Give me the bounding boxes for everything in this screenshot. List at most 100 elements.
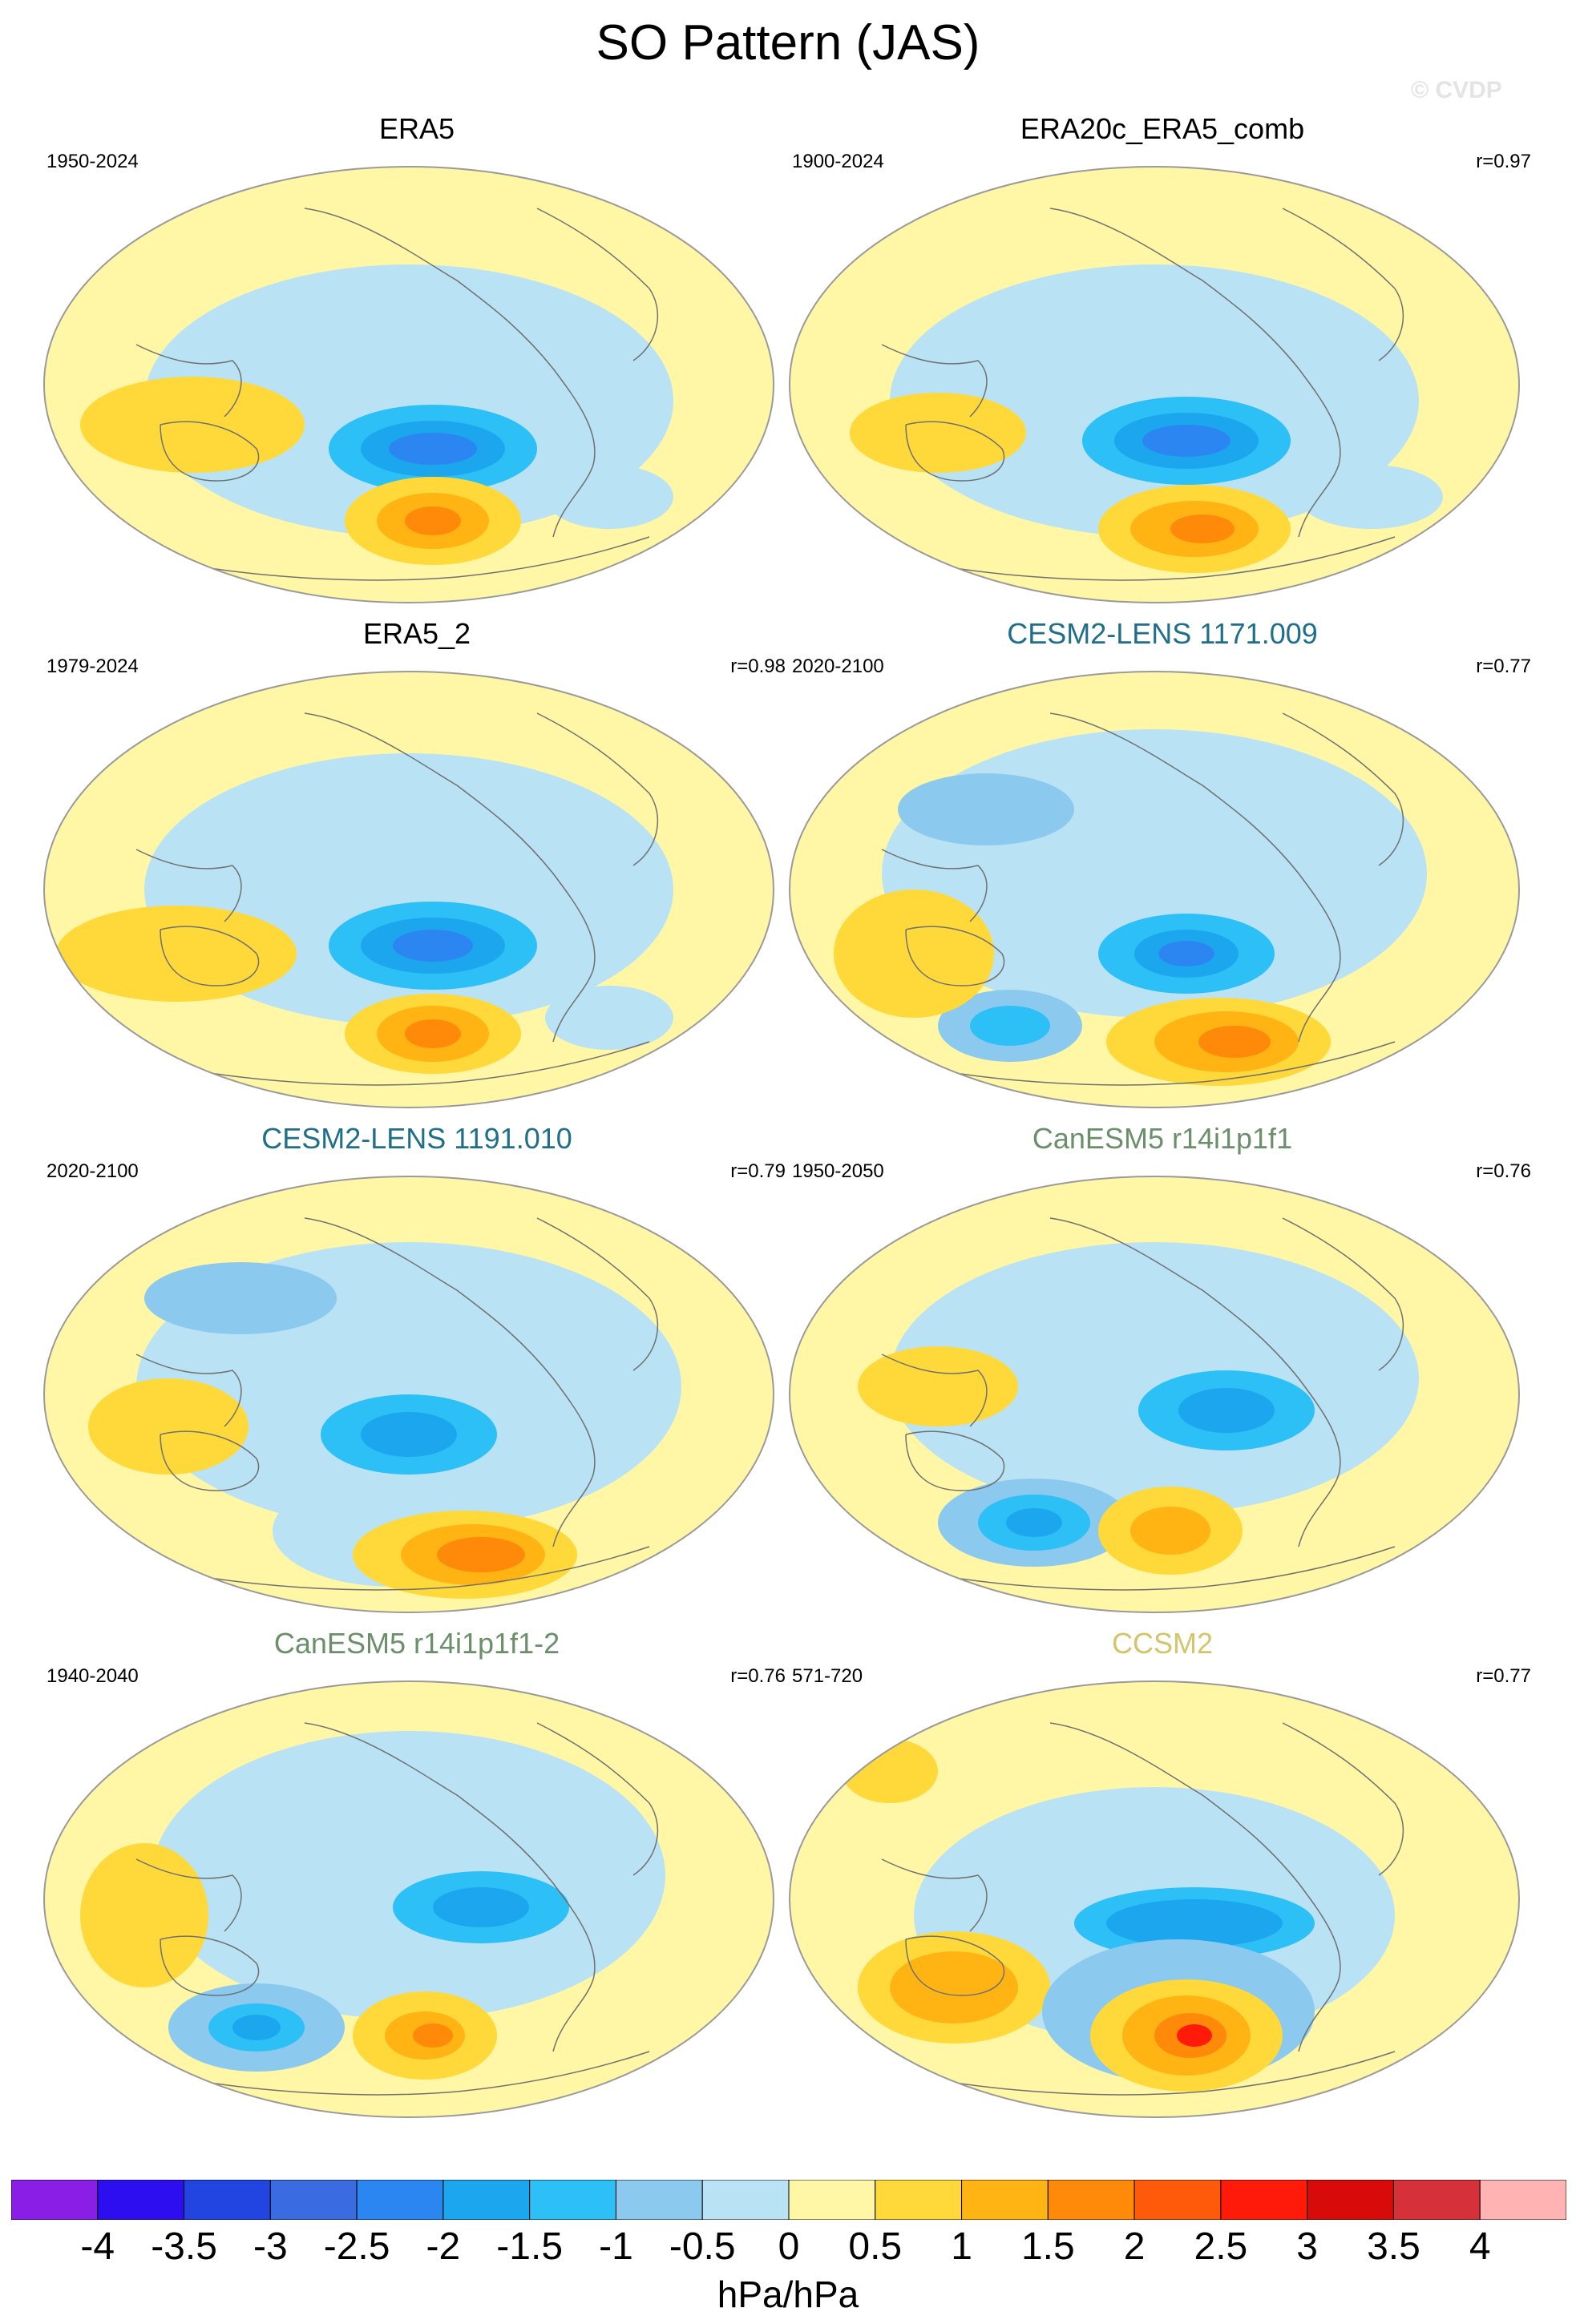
colorbar-tick-label: -3 [253, 2225, 288, 2268]
map-frame [43, 166, 774, 603]
colorbar-cell [875, 2180, 963, 2220]
coastline [1282, 712, 1404, 866]
map-frame [43, 671, 774, 1108]
contour-region [56, 906, 297, 1002]
colorbar-cell [788, 2180, 876, 2220]
coastline [135, 1354, 242, 1427]
contour-region [361, 1412, 457, 1457]
contour-region [389, 433, 477, 465]
coastline [881, 849, 988, 922]
colorbar-cell [615, 2180, 703, 2220]
contour-region [1142, 425, 1230, 457]
contour-region [858, 1346, 1018, 1426]
colorbar-cell [269, 2180, 358, 2220]
pattern-map [789, 671, 1520, 1108]
map-panel: CanESM5 r14i1p1f1 1950-2050 r=0.76 [786, 1122, 1539, 1619]
coastline [160, 1935, 260, 1996]
contour-region [232, 2015, 281, 2040]
pattern-map [789, 1680, 1520, 2118]
pattern-map [43, 166, 774, 603]
colorbar-cell [356, 2180, 444, 2220]
contour-region [80, 377, 305, 473]
contour-region [80, 1843, 208, 1987]
colorbar-tick-label: -1 [599, 2225, 633, 2268]
colorbar-cell [529, 2180, 616, 2220]
contour-region [1158, 941, 1214, 966]
colorbar-cell [442, 2180, 531, 2220]
contour-region [850, 393, 1026, 473]
colorbar-cell [701, 2180, 790, 2220]
coastline [1049, 208, 1341, 538]
colorbar-cell [1479, 2180, 1566, 2220]
map-frame [789, 1680, 1520, 2118]
contour-region [413, 2023, 453, 2048]
colorbar-cell [1047, 2180, 1135, 2220]
coastline [304, 208, 596, 538]
panel-correlation: r=0.76 [1476, 1160, 1531, 1182]
coastline [905, 1430, 1005, 1491]
contour-region [152, 1731, 665, 2019]
contour-region [834, 890, 994, 1018]
colorbar-tick-label: -4 [80, 2225, 115, 2268]
contour-region [144, 1262, 337, 1334]
map-frame [789, 671, 1520, 1108]
panel-correlation: r=0.77 [1476, 1665, 1531, 1687]
map-panel: CESM2-LENS 1171.009 2020-2100 r=0.77 [786, 617, 1539, 1114]
colorbar-units: hPa/hPa [717, 2274, 859, 2315]
coastline [881, 1354, 988, 1427]
coastline [913, 2051, 1396, 2096]
map-panel: CESM2-LENS 1191.010 2020-2100 r=0.79 [40, 1122, 794, 1619]
colorbar-cell [1307, 2180, 1394, 2220]
contour-region [1198, 1026, 1271, 1058]
colorbar-tick-label: 2.5 [1194, 2225, 1248, 2268]
colorbar-tick-label: -0.5 [669, 2225, 736, 2268]
coastline [135, 1858, 242, 1932]
pattern-map [43, 671, 774, 1108]
cvdp-watermark: © CVDP [1411, 77, 1502, 103]
contour-region [890, 1242, 1419, 1515]
panel-correlation: r=0.76 [730, 1665, 786, 1687]
map-panel: ERA5 1950-2024 [40, 112, 794, 609]
colorbar-cell [1392, 2180, 1481, 2220]
coastline [304, 1722, 596, 2052]
map-frame [43, 1176, 774, 1613]
pattern-map [789, 166, 1520, 603]
map-frame [789, 166, 1520, 603]
panel-title: ERA5_2 [362, 617, 471, 650]
coastline [160, 926, 260, 986]
coastline [304, 1217, 596, 1547]
coastline [168, 1546, 650, 1591]
contour-region [144, 264, 673, 537]
coastline [1282, 1722, 1404, 1876]
coastline [905, 421, 1005, 482]
panel-period: 1940-2040 [46, 1665, 139, 1687]
coastline [536, 1722, 659, 1876]
pattern-map [789, 1176, 1520, 1613]
coastline [536, 712, 659, 866]
colorbar-tick-label: -1.5 [496, 2225, 564, 2268]
colorbar-tick-label: 1.5 [1020, 2225, 1075, 2268]
coastline [135, 849, 242, 922]
pattern-map [43, 1176, 774, 1613]
colorbar-cell [11, 2180, 99, 2220]
colorbar [11, 2180, 1566, 2220]
pattern-map [43, 1680, 774, 2118]
panel-title: CanESM5 r14i1p1f1 [1032, 1122, 1293, 1155]
coastline [1049, 1722, 1341, 2052]
panel-correlation: r=0.77 [1476, 656, 1531, 677]
panel-correlation: r=0.79 [730, 1160, 786, 1182]
panel-title: ERA20c_ERA5_comb [1020, 112, 1305, 145]
panel-period: 1950-2050 [792, 1160, 884, 1182]
colorbar-tick-label: -2.5 [323, 2225, 390, 2268]
colorbar-tick-label: 0.5 [848, 2225, 903, 2268]
coastline [135, 344, 242, 418]
colorbar-cell [97, 2180, 185, 2220]
colorbar-tick-label: -2 [426, 2225, 461, 2268]
panel-period: 1900-2024 [792, 151, 884, 172]
colorbar-tick-label: -3.5 [151, 2225, 217, 2268]
coastline [913, 1041, 1396, 1086]
contour-region [890, 1951, 1018, 2023]
panel-period: 2020-2100 [46, 1160, 139, 1182]
contour-region [437, 1537, 525, 1572]
coastline [913, 536, 1396, 581]
